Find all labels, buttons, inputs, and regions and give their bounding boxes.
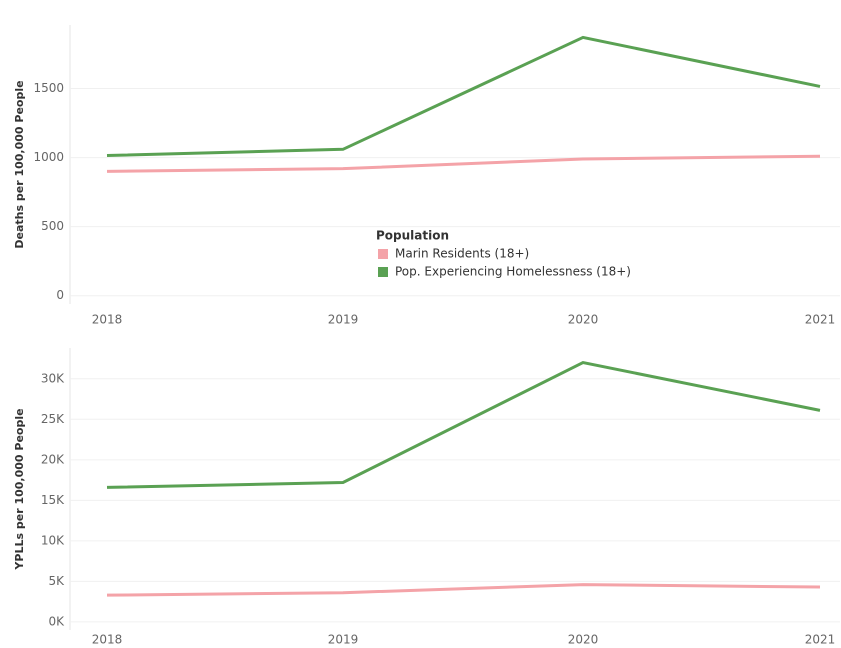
x-tick-label: 2021 [805, 633, 836, 647]
y-tick-label: 20K [41, 452, 65, 466]
x-tick-label: 2019 [328, 313, 359, 327]
y-tick-label: 30K [41, 371, 65, 385]
legend-item: Pop. Experiencing Homelessness (18+) [395, 265, 631, 279]
x-tick-label: 2020 [568, 633, 599, 647]
legend-title: Population [376, 229, 449, 243]
y-tick-label: 5K [48, 574, 65, 588]
y-tick-label: 10K [41, 533, 65, 547]
x-tick-label: 2019 [328, 633, 359, 647]
x-tick-label: 2018 [92, 313, 123, 327]
legend-swatch [378, 267, 388, 277]
y-tick-label: 0 [56, 288, 64, 302]
line-series [106, 361, 821, 489]
y-axis-label: YPLLs per 100,000 People [13, 408, 26, 570]
line-series [106, 154, 821, 173]
y-tick-label: 1000 [33, 150, 64, 164]
legend-item: Marin Residents (18+) [395, 247, 529, 261]
y-axis-label: Deaths per 100,000 People [13, 80, 26, 248]
x-tick-label: 2018 [92, 633, 123, 647]
y-tick-label: 0K [48, 614, 65, 628]
x-tick-label: 2020 [568, 313, 599, 327]
line-series [106, 583, 821, 597]
legend-swatch [378, 249, 388, 259]
x-tick-label: 2021 [805, 313, 836, 327]
line-series [106, 35, 821, 158]
y-tick-label: 1500 [33, 81, 64, 95]
y-tick-label: 25K [41, 412, 65, 426]
y-tick-label: 500 [41, 219, 64, 233]
y-tick-label: 15K [41, 493, 65, 507]
